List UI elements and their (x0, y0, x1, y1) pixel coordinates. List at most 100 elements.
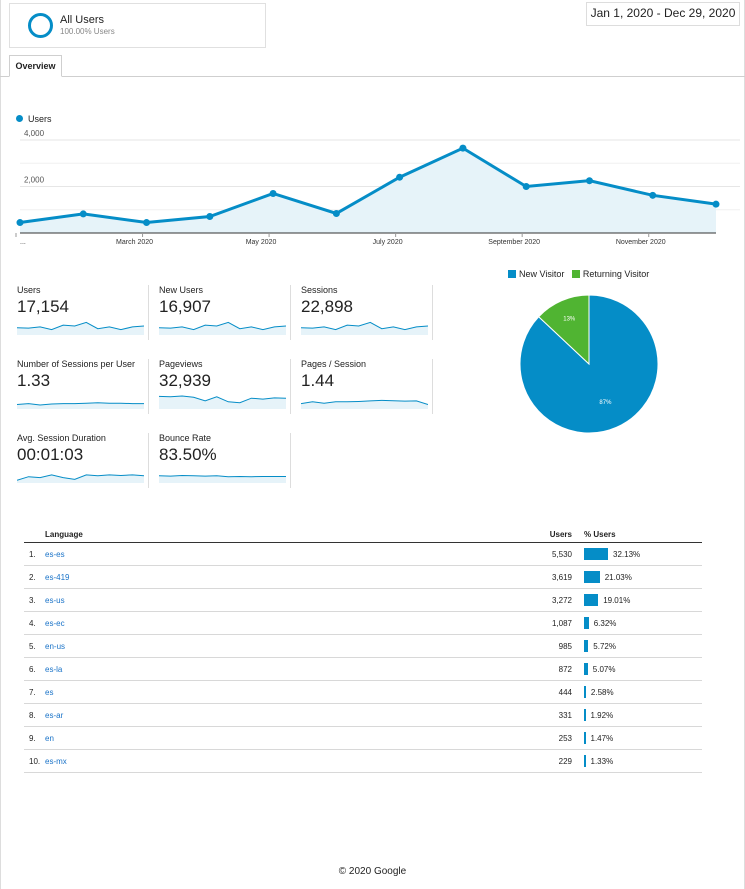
users-data-point[interactable] (522, 183, 530, 190)
language-table: Language Users % Users 1. es-es 5,530 32.13… (24, 527, 702, 773)
metric-label: New Users (159, 285, 204, 295)
metric-tile[interactable]: Pageviews 32,939 (159, 359, 298, 414)
sparkline-line (17, 321, 144, 331)
pie-slice-label: 13% (563, 316, 576, 322)
table-row: 9. en 253 1.47% (24, 727, 702, 750)
users-series-line (19, 146, 717, 225)
language-link[interactable]: es-es (45, 550, 65, 559)
users-value: 985 (558, 642, 572, 651)
metric-sparkline (159, 395, 286, 409)
metric-divider (290, 433, 291, 488)
header-users: Users (549, 530, 572, 539)
pct-users-value: 32.13% (613, 550, 641, 559)
tab-divider (0, 76, 745, 77)
pie-slice[interactable] (537, 294, 590, 366)
pie-legend-new: New Visitor (519, 269, 565, 279)
metric-value: 83.50% (159, 445, 217, 464)
sparkline-fill (159, 475, 286, 483)
x-tick-label: May 2020 (246, 239, 277, 246)
users-data-point[interactable] (206, 212, 214, 220)
metric-sparkline (17, 402, 144, 409)
table-row: 3. es-us 3,272 19.01% (24, 589, 702, 612)
metric-divider (148, 285, 149, 340)
users-data-point[interactable] (649, 191, 657, 199)
table-row: 8. es-ar 331 1.92% (24, 704, 702, 727)
language-table-header: Language Users % Users (24, 527, 702, 543)
table-row: 7. es 444 2.58% (24, 681, 702, 704)
users-data-point[interactable] (269, 189, 277, 197)
language-link[interactable]: es-us (45, 596, 65, 605)
language-link[interactable]: es (45, 688, 54, 697)
chart-legend: Users (16, 114, 52, 124)
table-row: 4. es-ec 1,087 6.32% (24, 612, 702, 635)
metric-value: 1.44 (301, 371, 335, 390)
language-link[interactable]: es-ar (45, 711, 64, 720)
metric-sparkline (301, 321, 428, 335)
pct-users-bar (584, 755, 586, 767)
users-data-point[interactable] (332, 209, 340, 217)
metric-sparkline (159, 321, 286, 335)
metric-label: Pageviews (159, 359, 203, 369)
sparkline-fill (159, 322, 286, 335)
returning-visitor-swatch-icon (571, 270, 580, 278)
pct-users-bar (584, 571, 600, 583)
segment-selector[interactable]: All Users 100.00% Users (9, 3, 266, 48)
new-visitor-swatch-icon (508, 270, 516, 278)
pct-users-bar (584, 594, 599, 606)
footer-copyright: © 2020 Google (338, 866, 407, 877)
table-row: 5. en-us 985 5.72% (24, 635, 702, 658)
users-value: 331 (558, 711, 572, 720)
visitor-type-pie-chart[interactable]: 87% 13% (516, 291, 662, 442)
users-data-point[interactable] (585, 177, 593, 185)
metric-sparkline (301, 399, 428, 409)
y-tick-label: 4,000 (24, 129, 45, 138)
language-link[interactable]: es-la (45, 665, 63, 674)
users-data-point[interactable] (712, 200, 720, 208)
metric-value: 22,898 (301, 297, 353, 316)
x-tick-label: July 2020 (373, 239, 403, 246)
segment-circle-icon (28, 13, 53, 38)
date-range-picker[interactable]: Jan 1, 2020 - Dec 29, 2020 (586, 2, 740, 26)
pct-users-bar (584, 686, 586, 698)
users-data-point[interactable] (79, 210, 87, 218)
table-row: 10. es-mx 229 1.33% (24, 750, 702, 773)
pct-users-value: 1.47% (590, 734, 614, 743)
pie-legend: New Visitor Returning Visitor (508, 269, 649, 279)
metric-tile[interactable]: Users 17,154 (17, 285, 156, 340)
visitor-type-pie-svg: 87% 13% (519, 294, 659, 434)
sparkline-line (159, 395, 286, 404)
pct-users-bar (584, 732, 586, 744)
tab-overview[interactable]: Overview (9, 55, 62, 77)
pie-legend-returning: Returning Visitor (582, 269, 650, 279)
metric-divider (290, 285, 291, 340)
metric-tile[interactable]: Sessions 22,898 (301, 285, 440, 340)
row-index: 2. (29, 573, 36, 582)
users-value: 3,272 (551, 596, 572, 605)
language-link[interactable]: es-ec (45, 619, 65, 628)
metric-tile[interactable]: Avg. Session Duration 00:01:03 (17, 433, 156, 488)
language-link[interactable]: en-us (45, 642, 66, 651)
sparkline-line (301, 321, 428, 331)
metric-tile[interactable]: New Users 16,907 (159, 285, 298, 340)
metric-label: Bounce Rate (159, 433, 212, 443)
users-data-point[interactable] (16, 219, 24, 227)
metric-tile[interactable]: Number of Sessions per User 1.33 (17, 359, 156, 414)
users-data-point[interactable] (396, 173, 404, 181)
segment-percent: 100.00% Users (60, 27, 115, 36)
row-index: 3. (29, 596, 36, 605)
metric-value: 17,154 (17, 297, 69, 316)
metric-tile[interactable]: Pages / Session 1.44 (301, 359, 440, 414)
y-tick-label: 2,000 (24, 176, 45, 185)
users-line-chart[interactable]: 4,000 2,000... March 2020 May 2020 July 2020… (0, 128, 745, 252)
users-data-point[interactable] (143, 219, 151, 227)
pct-users-value: 2.58% (590, 688, 614, 697)
row-index: 8. (29, 711, 36, 720)
users-value: 444 (558, 688, 572, 697)
pct-users-value: 21.03% (604, 573, 632, 582)
users-data-point[interactable] (459, 144, 467, 152)
language-link[interactable]: es-mx (45, 757, 67, 766)
language-link[interactable]: es-419 (45, 573, 70, 582)
language-link[interactable]: en (45, 734, 54, 743)
x-tick-label: September 2020 (488, 239, 540, 246)
metric-tile[interactable]: Bounce Rate 83.50% (159, 433, 298, 488)
